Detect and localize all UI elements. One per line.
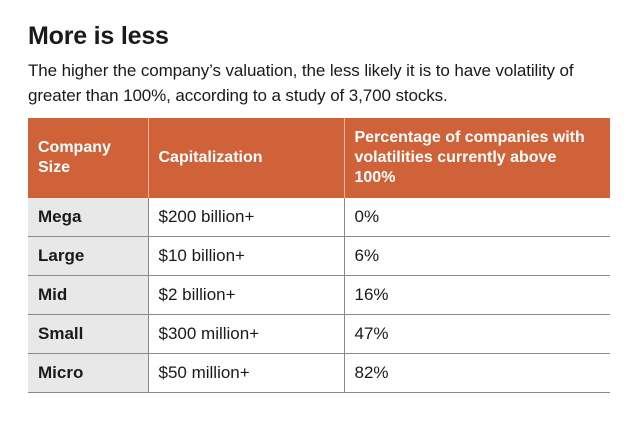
table-row: Mega $200 billion+ 0%: [28, 198, 610, 237]
header-percentage: Percentage of companies with volatilitie…: [343, 118, 610, 198]
cell-capitalization: $10 billion+: [147, 236, 344, 276]
cell-capitalization: $2 billion+: [147, 275, 344, 315]
cell-capitalization: $200 billion+: [147, 198, 344, 237]
header-row: Company Size Capitalization Percentage o…: [28, 118, 610, 198]
table-row: Large $10 billion+ 6%: [28, 236, 610, 276]
chart-subtitle: The higher the company’s valuation, the …: [28, 61, 574, 105]
cell-percentage: 82%: [343, 353, 610, 393]
cell-size: Micro: [28, 353, 148, 393]
data-table: Company Size Capitalization Percentage o…: [28, 118, 610, 393]
cell-size: Small: [28, 314, 148, 354]
cell-size: Mega: [28, 198, 148, 237]
cell-percentage: 0%: [343, 198, 610, 237]
header-company-size: Company Size: [28, 118, 148, 198]
table-row: Mid $2 billion+ 16%: [28, 275, 610, 315]
cell-size: Large: [28, 236, 148, 276]
cell-capitalization: $300 million+: [147, 314, 344, 354]
table-row: Micro $50 million+ 82%: [28, 353, 610, 393]
chart-title: More is less: [28, 22, 169, 50]
cell-size: Mid: [28, 275, 148, 315]
cell-capitalization: $50 million+: [147, 353, 344, 393]
cell-percentage: 6%: [343, 236, 610, 276]
header-capitalization: Capitalization: [147, 118, 344, 198]
cell-percentage: 16%: [343, 275, 610, 315]
table-row: Small $300 million+ 47%: [28, 314, 610, 354]
cell-percentage: 47%: [343, 314, 610, 354]
